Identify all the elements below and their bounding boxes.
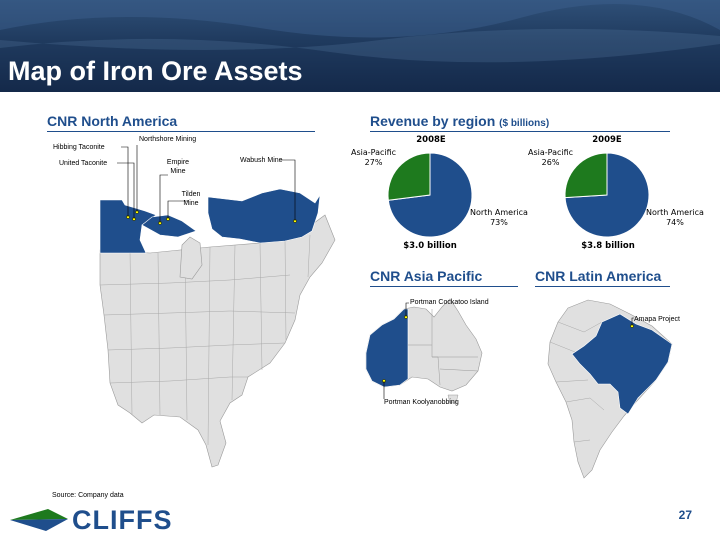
slide-title: Map of Iron Ore Assets [8,56,303,86]
pie-2008-title: 2008E [416,135,446,145]
australia-leader-lines [383,302,409,399]
pie-2009-title: 2009E [592,135,622,145]
label-united-taconite: United Taconite [59,160,108,167]
north-america-leader-lines [117,145,296,223]
heading-revenue-sub: ($ billions) [499,118,550,129]
western-australia-region [365,308,409,388]
pie-2009-na-value: 74% [666,218,684,227]
pie-2009-label-asia-pacific: Asia-Pacific 26% [528,148,573,168]
canada-region [207,188,321,244]
pie-2008-asia-name: Asia-Pacific [351,148,397,157]
tasmania [447,394,459,404]
rule-asia-pacific [370,286,518,287]
state-borders [99,234,311,446]
cliffs-logo-text: CLIFFS [72,505,173,535]
michigan-lower [179,236,203,280]
label-northshore-mining: Northshore Mining [139,136,197,143]
pie-2009-na-name: North America [646,208,704,217]
pie-2008-na-value: 73% [490,218,508,227]
pie-2009-asia-value: 26% [541,158,560,167]
us-states-land [99,214,336,468]
label-portman-koolyanobbing: Portman Koolyanobbing [384,399,459,406]
page-number: 27 [678,508,692,522]
south-america-map [547,299,673,479]
brazil-region [571,313,673,415]
pie-2008-label-north-america: North America 73% [470,208,528,228]
pie-2008-label-asia-pacific: Asia-Pacific 27% [351,148,396,168]
cliffs-logo-icon [10,509,68,531]
label-tilden-mine: Tilden Mine [181,191,201,207]
pie-2009 [564,152,650,238]
pie-2009-label-north-america: North America 74% [646,208,704,228]
heading-revenue-main: Revenue by region [370,113,496,129]
source-note: Source: Company data [52,492,124,499]
rule-latin-america [535,286,670,287]
pie-2008-total: $3.0 billion [403,241,457,251]
pie-2008-na-name: North America [470,208,528,217]
pie-2009-slice-asia-pacific [564,152,608,199]
heading-asia-pacific: CNR Asia Pacific [370,268,483,284]
rule-north-america [47,131,315,132]
label-wabush-mine: Wabush Mine [240,157,283,164]
north-america-map [99,145,336,468]
michigan-up-region [141,214,197,238]
rule-revenue [370,131,670,132]
label-empire-mine: Empire Mine [166,159,190,175]
label-amapa-project: Amapa Project [634,316,680,323]
heading-latin-america: CNR Latin America [535,268,662,284]
heading-revenue: Revenue by region ($ billions) [370,113,549,129]
heading-north-america: CNR North America [47,113,178,129]
australia-state-borders [408,309,479,386]
label-portman-cockatoo-island: Portman Cockatoo Island [410,299,489,306]
pie-2009-total: $3.8 billion [581,241,635,251]
pie-2008 [387,152,473,238]
south-america-leader-lines [631,317,634,326]
australia-map [365,298,483,404]
pie-2008-asia-value: 27% [364,158,383,167]
banner-texture [0,0,720,63]
title-banner: Map of Iron Ore Assets [0,0,720,92]
pie-2008-slice-asia-pacific [387,152,431,201]
pie-2009-asia-name: Asia-Pacific [528,148,574,157]
label-hibbing-taconite: Hibbing Taconite [53,144,105,151]
